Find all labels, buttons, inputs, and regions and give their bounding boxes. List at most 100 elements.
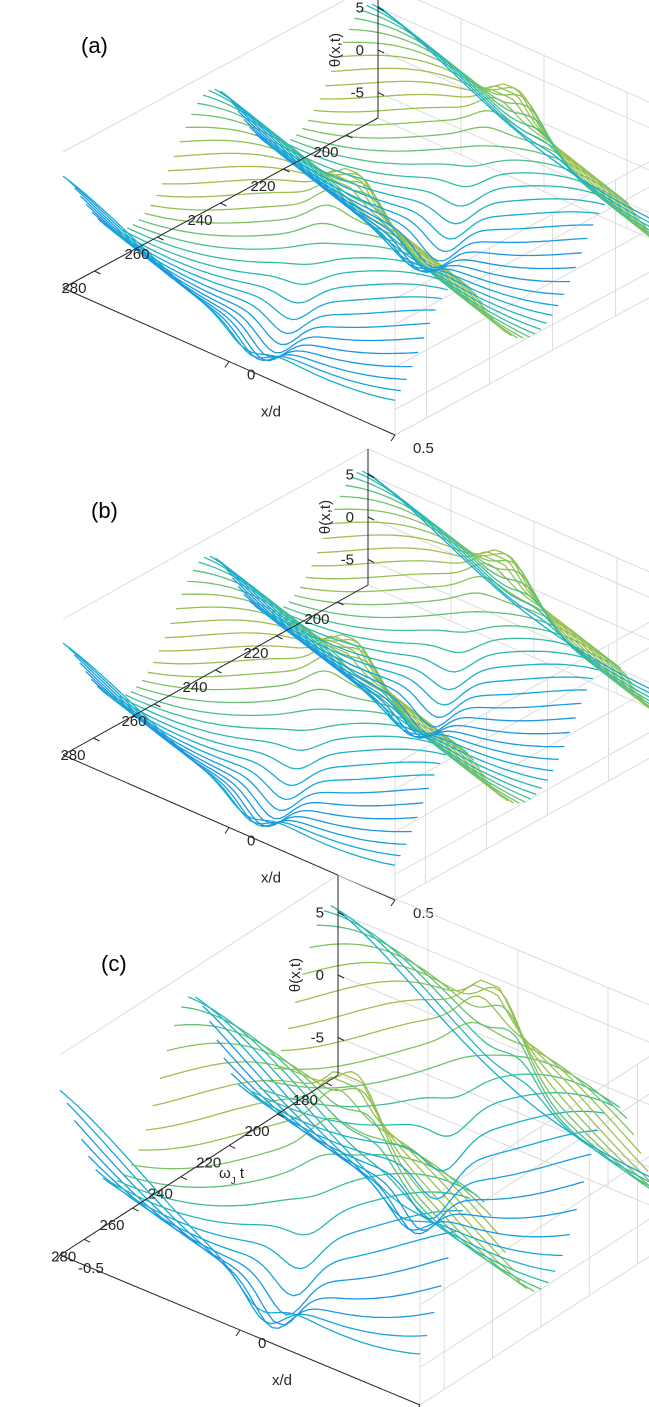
axes: [55, 875, 421, 1407]
profile-line: [313, 96, 647, 228]
profile-line: [237, 1083, 599, 1200]
profile-line: [265, 610, 599, 691]
panel-label: (b): [91, 498, 118, 523]
profile-line: [97, 218, 431, 346]
profile-line: [73, 654, 407, 846]
profile-line: [116, 1172, 478, 1207]
profile-line: [230, 1072, 592, 1220]
profile-line: [260, 609, 593, 706]
profile-line: [96, 685, 429, 812]
profile-line: [331, 67, 649, 237]
profile-line: [243, 593, 576, 734]
t-tick-label: 260: [124, 246, 149, 263]
z-tick-label: 0: [356, 42, 364, 59]
profile-line: [278, 143, 612, 207]
profile-line: [252, 1091, 613, 1137]
axes-grid: [62, 0, 649, 436]
z-axis-label: θ(x,t): [317, 500, 334, 534]
profile-line: [271, 610, 605, 673]
profile-line: [209, 1020, 570, 1238]
t-tick-label: 220: [250, 178, 275, 195]
profile-line: [348, 28, 649, 236]
panel-a: 5 0 -5 280 260 240 220 200 0 0.5 θ(x,t) x/d (a): [61, 0, 649, 457]
x-axis-label: x/d: [261, 870, 281, 887]
profile-line: [273, 1021, 635, 1136]
profile-line: [277, 609, 610, 664]
profile-line: [120, 228, 454, 286]
profile-line: [377, 5, 649, 219]
profile-line: [356, 471, 649, 698]
panel-c: 5 0 -5 280 260 240 220 200 180 -0.5 0 0.5 θ(x,t) x/d ω…: [51, 874, 649, 1407]
profile-line: [362, 470, 649, 694]
z-tick-label: 5: [356, 0, 364, 17]
t-tick-label: 240: [148, 1186, 173, 1203]
profile-line: [223, 1057, 585, 1231]
t-axis-line: [59, 1074, 339, 1256]
profile-line: [119, 695, 452, 751]
profile-line: [164, 632, 498, 793]
profile-line: [254, 605, 588, 719]
panel-label: (c): [101, 951, 127, 976]
z-tick-label: -5: [351, 85, 364, 102]
profile-line: [302, 961, 649, 1187]
axes: [62, 0, 396, 442]
profile-line: [323, 910, 649, 1187]
profile-line: [325, 80, 649, 236]
z-tick-label: -5: [311, 1030, 324, 1047]
profile-line: [80, 1138, 442, 1326]
profile-line: [175, 606, 509, 802]
profile-line: [95, 1169, 456, 1297]
t-tick-label: 260: [121, 713, 146, 730]
profile-line: [260, 138, 594, 253]
waterfall-series: [62, 470, 649, 866]
profile-line: [225, 95, 559, 307]
t-tick-label: 280: [61, 280, 86, 297]
profile-line: [287, 984, 649, 1172]
profile-line: [345, 484, 649, 705]
t-tick-label: 200: [245, 1123, 270, 1140]
profile-line: [152, 1071, 514, 1270]
profile-line: [107, 694, 441, 787]
profile-line: [109, 227, 442, 321]
t-tick-label: 200: [313, 144, 338, 161]
profile-line: [166, 1042, 528, 1290]
z-axis-label: θ(x,t): [287, 958, 304, 992]
x-tick-label: 0.5: [413, 905, 434, 922]
x-tick-label: -0.5: [78, 1260, 104, 1277]
x-tick-label: 0: [247, 367, 255, 384]
waterfall-series: [62, 3, 649, 401]
profile-line: [126, 227, 460, 284]
profile-line: [179, 139, 513, 337]
profile-line: [185, 126, 518, 339]
profile-line: [103, 223, 436, 335]
profile-line: [354, 17, 649, 234]
profile-line: [138, 1088, 499, 1235]
panel-b: 5 0 -5 280 260 240 220 200 0 0.5 θ(x,t) x/d (b): [60, 448, 649, 922]
profile-line: [62, 642, 396, 866]
z-tick-label: 0: [316, 967, 324, 984]
profile-line: [322, 534, 649, 709]
t-tick-label: 220: [196, 1154, 221, 1171]
profile-line: [115, 228, 448, 304]
profile-line: [173, 152, 507, 333]
profile-line: [284, 142, 618, 199]
profile-line: [66, 1102, 428, 1337]
z-tick-label: 5: [346, 467, 354, 484]
profile-line: [280, 995, 642, 1155]
profile-line: [74, 187, 407, 381]
profile-line: [305, 562, 639, 693]
profile-line: [159, 1061, 521, 1282]
profile-line: [113, 695, 446, 770]
profile-line: [124, 694, 458, 749]
t-tick-label: 180: [293, 1092, 318, 1109]
t-axis-label: ωJ t: [219, 1165, 245, 1187]
profile-line: [188, 996, 549, 1284]
profile-line: [330, 905, 649, 1183]
profile-line: [214, 88, 547, 324]
profile-line: [226, 569, 559, 761]
z-tick-label: 0: [346, 509, 354, 526]
profile-line: [317, 547, 649, 708]
profile-line: [202, 94, 536, 335]
profile-line: [266, 1054, 628, 1119]
